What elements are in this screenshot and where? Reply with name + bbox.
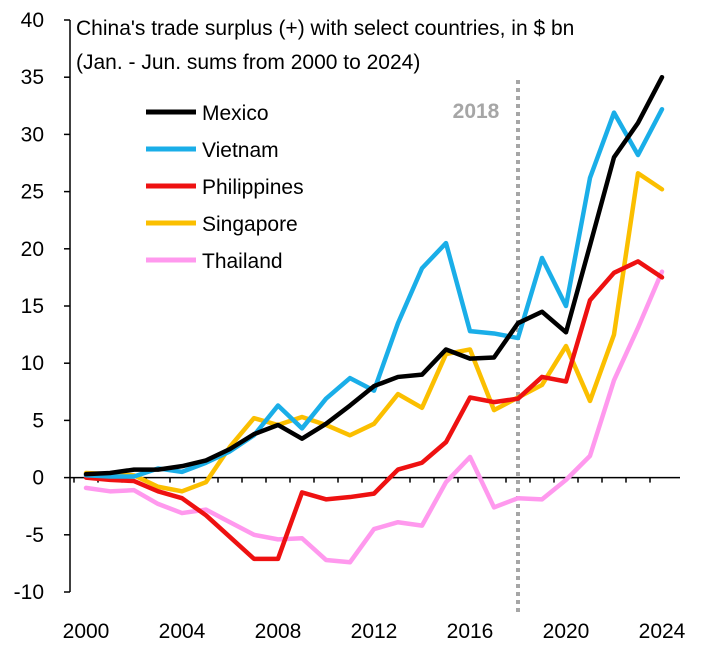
y-tick-label: 5 bbox=[32, 409, 44, 432]
y-axis: -10 -5 0 5 10 15 20 25 30 35 40 bbox=[14, 9, 71, 604]
legend: Mexico Vietnam Philippines Singapore Thailan… bbox=[146, 102, 304, 273]
series-line-vietnam bbox=[83, 106, 665, 479]
x-tick-label: 2020 bbox=[543, 620, 590, 643]
x-axis: 2000 2004 2008 2012 2016 2020 2024 bbox=[63, 476, 686, 643]
y-tick-label: 40 bbox=[21, 9, 44, 32]
y-tick-label: -10 bbox=[14, 581, 44, 604]
legend-label-mexico: Mexico bbox=[202, 102, 269, 125]
y-tick-label: 30 bbox=[21, 123, 44, 146]
x-tick-label: 2000 bbox=[63, 620, 110, 643]
x-tick-group: 2000 2004 2008 2012 2016 2020 2024 bbox=[63, 477, 686, 643]
title-line-2: (Jan. - Jun. sums from 2000 to 2024) bbox=[76, 51, 420, 74]
y-tick-label: -5 bbox=[25, 524, 44, 547]
series-line-mexico bbox=[83, 74, 665, 477]
y-tick-label: 10 bbox=[21, 352, 44, 375]
y-tick-label: 0 bbox=[32, 467, 44, 490]
y-tick-group: -10 -5 0 5 10 15 20 25 30 35 40 bbox=[14, 9, 70, 604]
x-tick-label: 2016 bbox=[447, 620, 494, 643]
chart-title: China's trade surplus (+) with select co… bbox=[76, 17, 574, 74]
legend-label-thailand: Thailand bbox=[202, 250, 283, 273]
y-tick-label: 15 bbox=[21, 295, 44, 318]
legend-label-singapore: Singapore bbox=[202, 213, 298, 236]
series-layer bbox=[83, 74, 665, 565]
x-tick-label: 2004 bbox=[159, 620, 206, 643]
legend-label-philippines: Philippines bbox=[202, 176, 304, 199]
series-line-singapore bbox=[83, 171, 665, 494]
y-tick-label: 25 bbox=[21, 181, 44, 204]
y-tick-label: 35 bbox=[21, 66, 44, 89]
annotation-label: 2018 bbox=[453, 100, 500, 123]
y-tick-label: 20 bbox=[21, 238, 44, 261]
legend-label-vietnam: Vietnam bbox=[202, 139, 279, 162]
x-tick-label: 2024 bbox=[639, 620, 686, 643]
annotation-2018: 2018 bbox=[453, 80, 520, 612]
x-tick-label: 2012 bbox=[351, 620, 398, 643]
x-tick-label: 2008 bbox=[255, 620, 302, 643]
series-line-thailand bbox=[83, 269, 665, 565]
title-line-1: China's trade surplus (+) with select co… bbox=[76, 17, 574, 40]
series-line-philippines bbox=[83, 259, 665, 562]
